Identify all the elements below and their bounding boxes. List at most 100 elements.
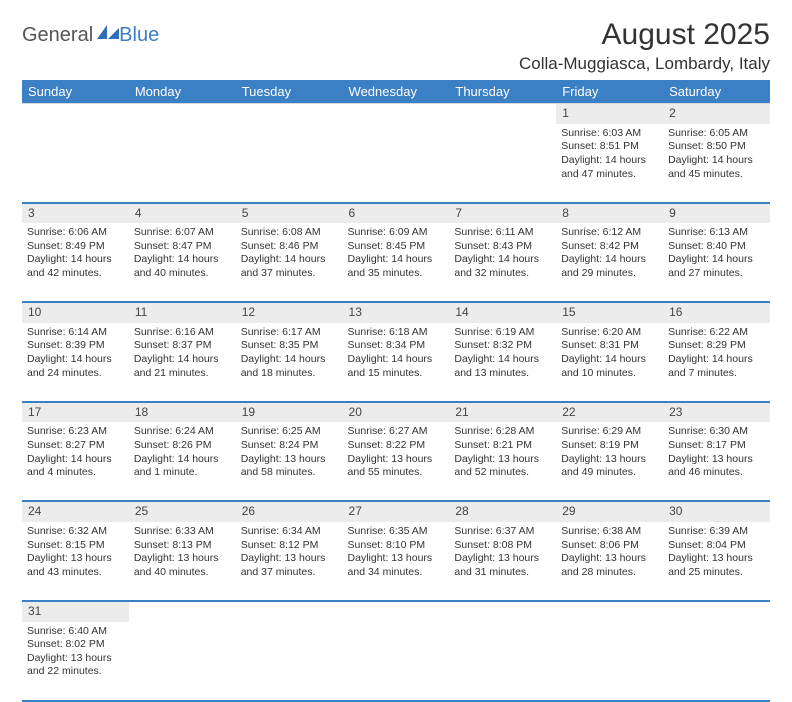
daynum-row: 10111213141516	[22, 302, 770, 323]
sunset-text: Sunset: 8:34 PM	[348, 339, 445, 353]
day-data-cell: Sunrise: 6:30 AMSunset: 8:17 PMDaylight:…	[663, 422, 770, 500]
day-data-cell: Sunrise: 6:06 AMSunset: 8:49 PMDaylight:…	[22, 223, 129, 301]
daynum-row: 31	[22, 601, 770, 622]
day1-text: Daylight: 13 hours	[241, 552, 338, 566]
weekday-header: Sunday	[22, 80, 129, 104]
day1-text: Daylight: 14 hours	[241, 353, 338, 367]
sunrise-text: Sunrise: 6:16 AM	[134, 326, 231, 340]
day-number-cell: 16	[663, 302, 770, 323]
day2-text: and 25 minutes.	[668, 566, 765, 580]
day-data-cell: Sunrise: 6:05 AMSunset: 8:50 PMDaylight:…	[663, 124, 770, 202]
day1-text: Daylight: 13 hours	[348, 552, 445, 566]
day-data-cell	[663, 622, 770, 700]
day2-text: and 27 minutes.	[668, 267, 765, 281]
sunrise-text: Sunrise: 6:17 AM	[241, 326, 338, 340]
day1-text: Daylight: 13 hours	[561, 453, 658, 467]
day-number-cell: 19	[236, 402, 343, 423]
day2-text: and 55 minutes.	[348, 466, 445, 480]
logo-text-blue: Blue	[119, 24, 159, 47]
day-data-cell	[343, 622, 450, 700]
sunset-text: Sunset: 8:31 PM	[561, 339, 658, 353]
day-number-cell	[236, 104, 343, 124]
weekday-header: Wednesday	[343, 80, 450, 104]
page-header: General Blue August 2025 Colla-Muggiasca…	[22, 18, 770, 74]
day-number-cell: 28	[449, 501, 556, 522]
day1-text: Daylight: 13 hours	[454, 552, 551, 566]
sunrise-text: Sunrise: 6:22 AM	[668, 326, 765, 340]
day2-text: and 45 minutes.	[668, 168, 765, 182]
sunrise-text: Sunrise: 6:11 AM	[454, 226, 551, 240]
day1-text: Daylight: 14 hours	[134, 353, 231, 367]
sunset-text: Sunset: 8:26 PM	[134, 439, 231, 453]
weekday-header-row: Sunday Monday Tuesday Wednesday Thursday…	[22, 80, 770, 104]
day-number-cell	[129, 104, 236, 124]
day-number-cell	[663, 601, 770, 622]
sunrise-text: Sunrise: 6:18 AM	[348, 326, 445, 340]
sunrise-text: Sunrise: 6:09 AM	[348, 226, 445, 240]
day-data-cell	[22, 124, 129, 202]
day-data-cell: Sunrise: 6:20 AMSunset: 8:31 PMDaylight:…	[556, 323, 663, 401]
day2-text: and 40 minutes.	[134, 566, 231, 580]
day-number-cell: 12	[236, 302, 343, 323]
weekday-header: Friday	[556, 80, 663, 104]
sunset-text: Sunset: 8:49 PM	[27, 240, 124, 254]
weekday-header: Saturday	[663, 80, 770, 104]
daynum-row: 12	[22, 104, 770, 124]
day-number-cell	[449, 104, 556, 124]
logo-text-general: General	[22, 24, 93, 47]
day-data-cell: Sunrise: 6:24 AMSunset: 8:26 PMDaylight:…	[129, 422, 236, 500]
day1-text: Daylight: 13 hours	[668, 552, 765, 566]
sunset-text: Sunset: 8:02 PM	[27, 638, 124, 652]
day-data-cell: Sunrise: 6:35 AMSunset: 8:10 PMDaylight:…	[343, 522, 450, 600]
day1-text: Daylight: 14 hours	[561, 253, 658, 267]
day-data-cell	[236, 124, 343, 202]
day2-text: and 13 minutes.	[454, 367, 551, 381]
day2-text: and 32 minutes.	[454, 267, 551, 281]
day2-text: and 46 minutes.	[668, 466, 765, 480]
sunrise-text: Sunrise: 6:23 AM	[27, 425, 124, 439]
sunset-text: Sunset: 8:08 PM	[454, 539, 551, 553]
sunset-text: Sunset: 8:39 PM	[27, 339, 124, 353]
day-data-cell: Sunrise: 6:39 AMSunset: 8:04 PMDaylight:…	[663, 522, 770, 600]
day-number-cell: 10	[22, 302, 129, 323]
week-separator	[22, 700, 770, 701]
sunset-text: Sunset: 8:06 PM	[561, 539, 658, 553]
day1-text: Daylight: 13 hours	[241, 453, 338, 467]
sunset-text: Sunset: 8:45 PM	[348, 240, 445, 254]
day-data-cell: Sunrise: 6:09 AMSunset: 8:45 PMDaylight:…	[343, 223, 450, 301]
day-number-cell: 8	[556, 203, 663, 224]
day1-text: Daylight: 14 hours	[454, 353, 551, 367]
day-number-cell: 29	[556, 501, 663, 522]
sunrise-text: Sunrise: 6:30 AM	[668, 425, 765, 439]
day1-text: Daylight: 13 hours	[348, 453, 445, 467]
sunset-text: Sunset: 8:42 PM	[561, 240, 658, 254]
day-data-cell	[343, 124, 450, 202]
day-number-cell: 5	[236, 203, 343, 224]
day-data-cell: Sunrise: 6:27 AMSunset: 8:22 PMDaylight:…	[343, 422, 450, 500]
sunrise-text: Sunrise: 6:38 AM	[561, 525, 658, 539]
day1-text: Daylight: 14 hours	[134, 253, 231, 267]
day-data-cell: Sunrise: 6:14 AMSunset: 8:39 PMDaylight:…	[22, 323, 129, 401]
day1-text: Daylight: 13 hours	[27, 552, 124, 566]
day-data-cell: Sunrise: 6:03 AMSunset: 8:51 PMDaylight:…	[556, 124, 663, 202]
sunset-text: Sunset: 8:35 PM	[241, 339, 338, 353]
day-number-cell	[343, 601, 450, 622]
day-number-cell	[236, 601, 343, 622]
day-number-cell	[449, 601, 556, 622]
day-data-cell: Sunrise: 6:16 AMSunset: 8:37 PMDaylight:…	[129, 323, 236, 401]
day2-text: and 4 minutes.	[27, 466, 124, 480]
day1-text: Daylight: 14 hours	[348, 253, 445, 267]
day-number-cell: 4	[129, 203, 236, 224]
daynum-row: 17181920212223	[22, 402, 770, 423]
day-number-cell: 9	[663, 203, 770, 224]
day-number-cell: 31	[22, 601, 129, 622]
day-data-cell: Sunrise: 6:08 AMSunset: 8:46 PMDaylight:…	[236, 223, 343, 301]
sunrise-text: Sunrise: 6:35 AM	[348, 525, 445, 539]
day1-text: Daylight: 14 hours	[241, 253, 338, 267]
day2-text: and 1 minute.	[134, 466, 231, 480]
sunrise-text: Sunrise: 6:13 AM	[668, 226, 765, 240]
day1-text: Daylight: 14 hours	[668, 253, 765, 267]
day-data-cell: Sunrise: 6:40 AMSunset: 8:02 PMDaylight:…	[22, 622, 129, 700]
sunrise-text: Sunrise: 6:20 AM	[561, 326, 658, 340]
day-number-cell: 11	[129, 302, 236, 323]
